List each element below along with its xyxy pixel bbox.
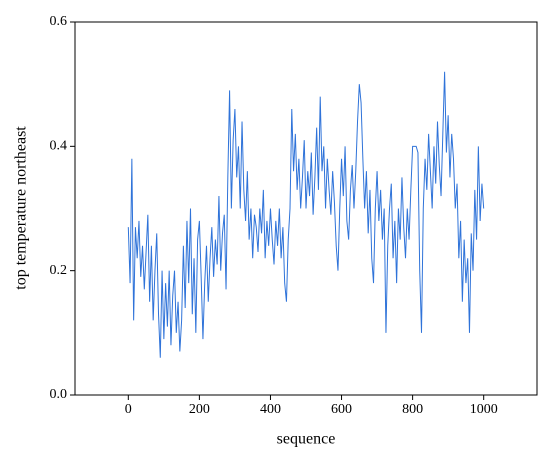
x-tick-label: 200 — [189, 402, 210, 417]
x-tick-label: 400 — [260, 402, 281, 417]
x-tick-label: 0 — [125, 402, 132, 417]
x-tick-label: 1000 — [470, 402, 498, 417]
y-tick-label: 0.6 — [50, 14, 68, 29]
y-tick-label: 0.2 — [50, 263, 68, 278]
plot-frame — [74, 21, 538, 396]
x-tick-label: 800 — [402, 402, 423, 417]
data-line — [127, 71, 485, 358]
x-tick-label: 600 — [331, 402, 352, 417]
y-axis-label: top temperature northeast — [13, 126, 30, 290]
y-tick-label: 0.0 — [50, 387, 68, 402]
x-axis-label: sequence — [277, 431, 336, 448]
y-tick-label: 0.4 — [50, 139, 68, 154]
